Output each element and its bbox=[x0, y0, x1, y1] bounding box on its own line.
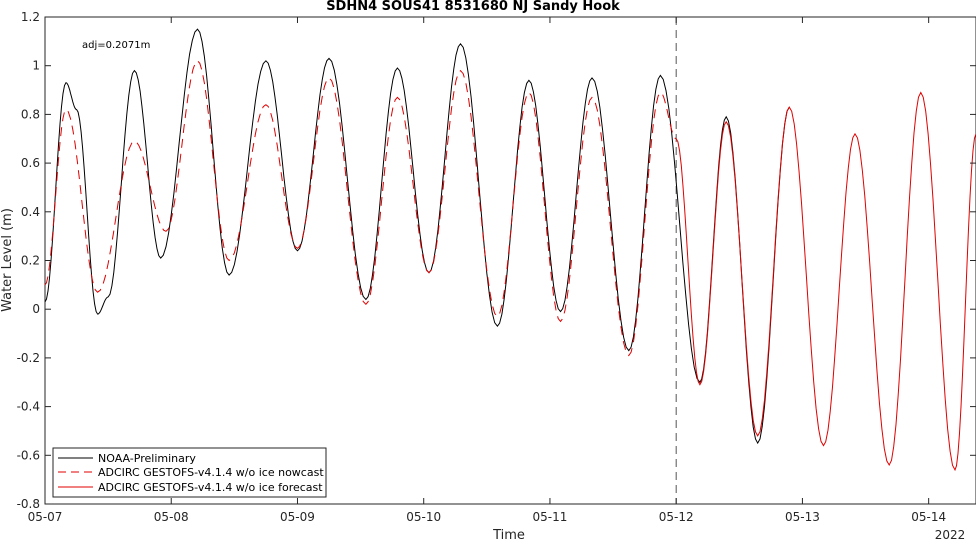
y-tick-label: 0 bbox=[32, 302, 40, 316]
legend-label-noaa: NOAA-Preliminary bbox=[98, 452, 196, 465]
adjustment-annotation: adj=0.2071m bbox=[82, 40, 150, 51]
y-tick-label: -0.6 bbox=[17, 448, 40, 462]
y-tick-label: 0.2 bbox=[21, 254, 40, 268]
y-tick-label: 1 bbox=[32, 59, 40, 73]
legend: NOAA-Preliminary ADCIRC GESTOFS-v4.1.4 w… bbox=[52, 447, 327, 498]
x-tick-label: 05-07 bbox=[28, 510, 63, 524]
series-adcirc-nowcast bbox=[44, 60, 677, 357]
y-tick-label: 0.4 bbox=[21, 205, 40, 219]
legend-label-nowcast: ADCIRC GESTOFS-v4.1.4 w/o ice nowcast bbox=[98, 466, 324, 479]
axes-box bbox=[44, 16, 976, 505]
year-label: 2022 bbox=[935, 528, 966, 541]
x-ticks: 05-07 05-08 05-09 05-10 05-11 05-12 05-13 05-14 bbox=[28, 17, 946, 524]
x-tick-label: 05-12 bbox=[659, 510, 694, 524]
x-tick-label: 05-11 bbox=[533, 510, 568, 524]
y-axis-label: Water Level (m) bbox=[0, 208, 15, 312]
y-tick-label: -0.2 bbox=[17, 351, 40, 365]
y-tick-label: 1.2 bbox=[21, 10, 40, 24]
y-tick-label: -0.4 bbox=[17, 400, 40, 414]
x-tick-label: 05-13 bbox=[785, 510, 820, 524]
plot-area: -0.8-0.6-0.4-0.200.20.40.60.811.2 05-07 0… bbox=[17, 10, 976, 524]
y-tick-label: 0.6 bbox=[21, 156, 40, 170]
y-tick-label: 0.8 bbox=[21, 107, 40, 121]
chart-title: SDHN4 SOUS41 8531680 NJ Sandy Hook bbox=[326, 0, 620, 14]
legend-box bbox=[52, 447, 327, 498]
x-tick-label: 05-09 bbox=[280, 510, 315, 524]
series-layer bbox=[44, 28, 976, 472]
x-tick-label: 05-10 bbox=[406, 510, 441, 524]
x-axis-label: Time bbox=[492, 528, 525, 541]
y-ticks: -0.8 -0.6 -0.4 -0.2 0 0.2 0.4 0.6 0.8 1 1.2 bbox=[17, 10, 976, 511]
series-noaa-preliminary bbox=[44, 28, 790, 445]
series-adcirc-forecast bbox=[675, 91, 976, 472]
x-tick-label: 05-08 bbox=[154, 510, 189, 524]
x-tick-label: 05-14 bbox=[911, 510, 946, 524]
legend-label-forecast: ADCIRC GESTOFS-v4.1.4 w/o ice forecast bbox=[98, 481, 323, 494]
y-tick-label: -0.8 bbox=[17, 497, 40, 511]
